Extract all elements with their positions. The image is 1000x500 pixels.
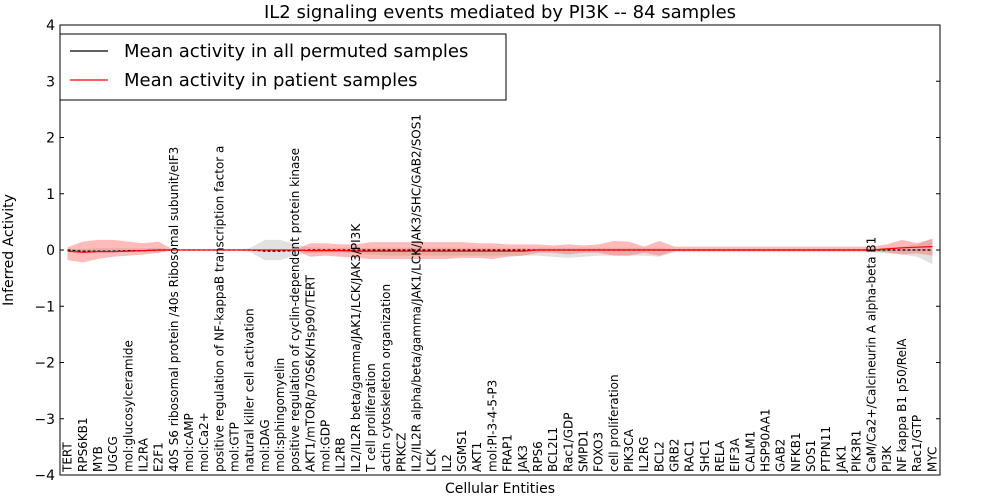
category-label: E2F1 xyxy=(152,442,166,472)
category-label: PRKCZ xyxy=(394,433,408,472)
category-label: EIF3A xyxy=(728,437,742,472)
y-axis: 4 3 2 1 0 −1 −2 −3 −4 xyxy=(34,18,940,484)
category-label: positive regulation of NF-kappaB transcr… xyxy=(212,146,226,472)
category-label: actin cytoskeleton organization xyxy=(379,284,393,472)
category-label: Rac1/GDP xyxy=(561,413,575,472)
category-label: Rac1/GTP xyxy=(910,415,924,472)
category-label: UGCG xyxy=(106,436,120,472)
category-label: SHC1 xyxy=(698,439,712,472)
category-label: cell proliferation xyxy=(607,374,621,472)
category-label: PI3K xyxy=(880,445,894,472)
x-axis-label: Cellular Entities xyxy=(445,481,555,497)
category-label: 40S S6 ribosomal protein /40s Ribosomal … xyxy=(167,147,181,472)
category-label: mol:PI-3-4-5-P3 xyxy=(485,380,499,472)
line-patient xyxy=(67,246,933,253)
category-label: RELA xyxy=(713,440,727,472)
category-label: mol:glucosylceramide xyxy=(121,340,135,472)
legend-label-permuted: Mean activity in all permuted samples xyxy=(124,41,468,62)
category-label: mol:GTP xyxy=(227,422,241,472)
y-tick-label: −3 xyxy=(34,412,55,428)
category-label: IL2/IL2R beta/gamma/JAK1/LCK/JAK3/PI3K xyxy=(349,223,363,472)
category-label: PTPN11 xyxy=(819,426,833,472)
y-tick-label: 0 xyxy=(46,243,55,259)
category-label: PIK3R1 xyxy=(850,430,864,472)
category-label: mol:cAMP xyxy=(182,413,196,472)
category-label: CALM1 xyxy=(743,431,757,472)
plot-frame xyxy=(59,24,941,476)
y-tick-label: 3 xyxy=(46,74,55,90)
category-label: BCL2 xyxy=(652,441,666,472)
series-lines xyxy=(67,246,933,253)
category-label: IL2RG xyxy=(637,437,651,473)
category-label: FRAP1 xyxy=(501,434,515,472)
category-label: RPS6 xyxy=(531,441,545,472)
category-label: IL2RB xyxy=(334,438,348,472)
category-label: IL2 xyxy=(440,454,454,472)
category-label: AKT1/mTOR/p70S6K/Hsp90/TERT xyxy=(303,274,317,472)
y-axis-label: Inferred Activity xyxy=(1,194,17,306)
category-label: CaM/Ca2+/Calcineurin A alpha-beta B1 xyxy=(865,237,879,472)
category-label: mol:Ca2+ xyxy=(197,412,211,472)
category-label: SGMS1 xyxy=(455,429,469,472)
y-tick-label: 1 xyxy=(46,187,55,203)
category-label: LCK xyxy=(425,448,439,472)
category-label: TERT xyxy=(61,442,75,473)
category-label: NFKB1 xyxy=(789,432,803,472)
y-tick-label: −1 xyxy=(34,299,55,315)
category-label: JAK1 xyxy=(834,445,848,473)
category-label: SOS1 xyxy=(804,440,818,472)
category-label: mol:GDP xyxy=(319,420,333,472)
category-label: PIK3CA xyxy=(622,428,636,472)
legend-label-patient: Mean activity in patient samples xyxy=(124,70,418,91)
category-label: IL2RA xyxy=(136,437,150,472)
y-tick-label: 2 xyxy=(46,131,55,147)
category-label: MYC xyxy=(925,447,939,472)
category-label: mol:sphingomyelin xyxy=(273,358,287,472)
category-label: RPS6KB1 xyxy=(76,417,90,472)
y-tick-label: 4 xyxy=(46,18,55,34)
category-label: BCL2L1 xyxy=(546,427,560,472)
chart-title: IL2 signaling events mediated by PI3K --… xyxy=(264,2,736,23)
y-tick-label: −2 xyxy=(34,356,55,372)
legend-box xyxy=(59,33,507,101)
category-label: HSP90AA1 xyxy=(759,408,773,472)
category-label: FOXO3 xyxy=(592,432,606,472)
category-labels: TERT RPS6KB1 MYB UGCG mol:glucosylceramide IL… xyxy=(61,114,940,473)
y-tick-label: −4 xyxy=(34,468,55,484)
category-label: RAC1 xyxy=(683,440,697,472)
category-label: NF kappa B1 p50/RelA xyxy=(895,338,909,472)
category-label: positive regulation of cyclin-dependent … xyxy=(288,148,302,472)
category-label: natural killer cell activation xyxy=(243,308,257,472)
category-label: IL2/IL2R alpha/beta/gamma/JAK1/LCK/JAK3/… xyxy=(410,114,424,472)
category-label: GAB2 xyxy=(774,439,788,472)
category-label: MYB xyxy=(91,446,105,472)
category-label: AKT1 xyxy=(470,442,484,472)
category-label: SMPD1 xyxy=(576,430,590,472)
legend: Mean activity in all permuted samples Me… xyxy=(59,33,507,101)
category-label: GRB2 xyxy=(667,438,681,472)
category-label: mol:DAG xyxy=(258,419,272,472)
category-label: T cell proliferation xyxy=(364,363,378,473)
category-label: JAK3 xyxy=(516,445,530,473)
